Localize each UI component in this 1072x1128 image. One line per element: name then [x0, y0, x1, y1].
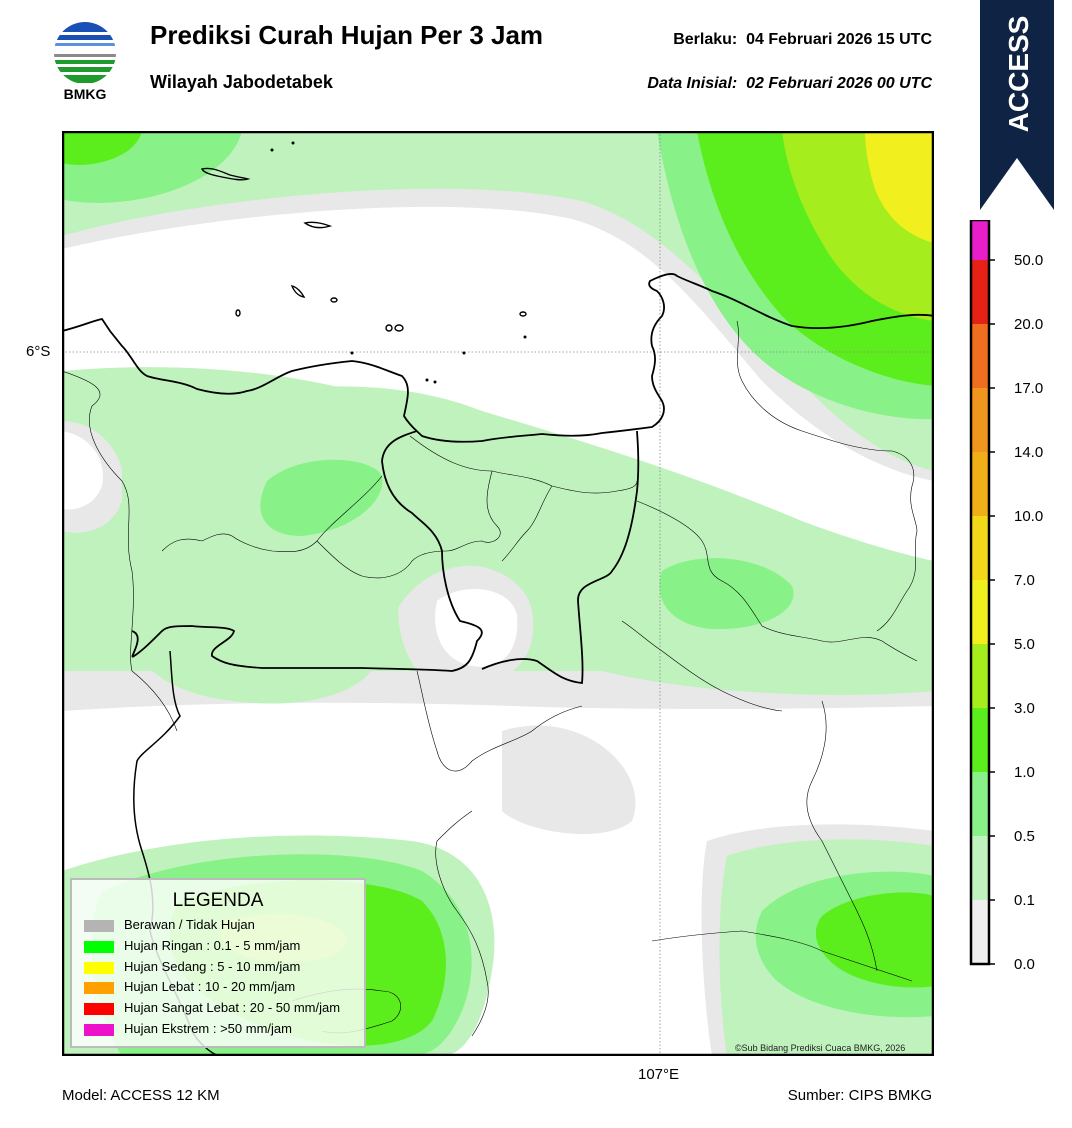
regency-boundary	[416, 670, 583, 772]
regency-boundary	[621, 620, 783, 712]
regency-boundary	[501, 485, 553, 562]
colorbar-tick-label: 14.0	[1014, 444, 1043, 461]
colorbar-segment	[971, 900, 989, 964]
regency-boundary	[636, 500, 918, 662]
colorbar-tick-label: 7.0	[1014, 572, 1035, 589]
regency-boundary	[62, 370, 178, 732]
legend-item-cloudy: Berawan / Tidak Hujan	[84, 917, 255, 933]
access-badge: ACCESS	[980, 0, 1054, 210]
coastline	[62, 273, 934, 443]
heavy-se	[815, 892, 934, 988]
initial-value: 02 Februari 2026 00 UTC	[746, 75, 932, 92]
colorbar-tick-label: 0.0	[1014, 956, 1035, 973]
province-boundary	[481, 430, 640, 684]
legend-swatch	[84, 1002, 114, 1015]
regency-boundary	[806, 700, 878, 972]
legend-item-extreme: Hujan Ekstrem : >50 mm/jam	[84, 1021, 292, 1037]
page-subtitle: Wilayah Jabodetabek	[150, 72, 333, 92]
legend-item-moderate: Hujan Sedang : 5 - 10 mm/jam	[84, 959, 300, 975]
regency-boundary	[736, 320, 918, 632]
colorbar-tick-label: 50.0	[1014, 252, 1043, 269]
regency-boundary	[435, 810, 489, 1037]
colorbar-tick-label: 3.0	[1014, 700, 1035, 717]
initial-time: Data Inisial: 02 Februari 2026 00 UTC	[647, 75, 932, 93]
copyright-text: ©Sub Bidang Prediksi Cuaca BMKG, 2026	[735, 1043, 906, 1053]
page-title: Prediksi Curah Hujan Per 3 Jam	[150, 20, 544, 50]
dry-patch-center	[502, 725, 636, 835]
regency-boundary	[446, 470, 501, 552]
colorbar-segment	[971, 220, 989, 260]
bmkg-logo-icon: BMKG	[54, 22, 116, 102]
legend-swatch	[84, 919, 114, 932]
valid-time: Berlaku: 04 Februari 2026 15 UTC	[673, 31, 932, 49]
island	[303, 221, 333, 229]
model-label: Model: ACCESS 12 KM	[62, 1087, 220, 1104]
map-frame	[62, 131, 934, 1056]
colorbar-segment	[971, 260, 989, 324]
colorbar-tick-label: 20.0	[1014, 316, 1043, 333]
colorbar-tick-label: 17.0	[1014, 380, 1043, 397]
source-label: Sumber: CIPS BMKG	[787, 1087, 932, 1104]
legend-swatch	[84, 940, 114, 953]
colorbar-segment	[971, 644, 989, 708]
island	[519, 311, 527, 317]
island	[200, 167, 251, 181]
colorbar-segment	[971, 516, 989, 580]
colorbar-frame	[969, 220, 991, 966]
logo-text: BMKG	[64, 86, 107, 102]
colorbar-segment	[971, 324, 989, 388]
island	[385, 324, 393, 332]
moderate-patch-center-west	[260, 459, 383, 536]
colorbar-segment	[971, 452, 989, 516]
legend-swatch	[84, 1023, 114, 1036]
regency-boundary	[161, 475, 383, 553]
clear-gap-center	[435, 589, 518, 667]
island	[290, 285, 306, 298]
legend-swatch	[84, 961, 114, 974]
colorbar-tick-label: 5.0	[1014, 636, 1035, 653]
island	[235, 309, 241, 317]
colorbar-segment	[971, 772, 989, 836]
clear-patch-west	[62, 431, 103, 510]
valid-value: 04 Februari 2026 15 UTC	[746, 31, 932, 48]
colorbar-segment	[971, 836, 989, 900]
colorbar: 0.0 0.1 0.5 1.0 3.0 5.0 7.0 10.0 14.0 17.0 20.0 50.…	[969, 220, 1043, 973]
regency-boundary	[316, 540, 448, 579]
colorbar-tick-label: 10.0	[1014, 508, 1043, 525]
legend-title: LEGENDA	[172, 890, 264, 911]
legend-item-very-heavy: Hujan Sangat Lebat : 20 - 50 mm/jam	[84, 1000, 340, 1016]
peak-ne	[865, 131, 934, 243]
colorbar-segment	[971, 580, 989, 644]
legend-swatch	[84, 981, 114, 994]
regency-boundary	[651, 930, 913, 982]
longitude-label: 107°E	[638, 1066, 680, 1083]
colorbar-tick-label: 0.5	[1014, 828, 1035, 845]
latitude-label: 6°S	[26, 343, 51, 360]
legend-item-heavy: Hujan Lebat : 10 - 20 mm/jam	[84, 979, 295, 995]
colorbar-tick-label: 0.1	[1014, 892, 1035, 909]
island	[394, 324, 404, 332]
moderate-patch-center-east	[659, 558, 794, 630]
valid-label: Berlaku:	[673, 31, 738, 48]
rainfall-map	[62, 131, 934, 1056]
island	[330, 297, 338, 303]
map-legend: LEGENDA Berawan / Tidak Hujan Hujan Ring…	[70, 878, 366, 1048]
legend-item-light: Hujan Ringan : 0.1 - 5 mm/jam	[84, 938, 300, 954]
initial-label: Data Inisial:	[647, 75, 738, 92]
colorbar-tick-label: 1.0	[1014, 764, 1035, 781]
colorbar-segment	[971, 708, 989, 772]
province-boundary	[131, 430, 483, 672]
colorbar-segment	[971, 388, 989, 452]
access-badge-text: ACCESS	[1003, 16, 1034, 133]
heavy-corner-nw	[62, 131, 142, 165]
